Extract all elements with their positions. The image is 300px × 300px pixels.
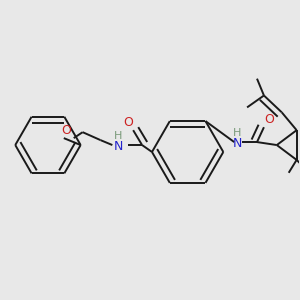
Text: N: N (114, 140, 123, 152)
Text: O: O (61, 124, 71, 137)
Text: H: H (114, 131, 122, 141)
Text: H: H (233, 128, 242, 138)
Text: O: O (123, 116, 133, 129)
Text: N: N (232, 136, 242, 150)
Text: O: O (264, 113, 274, 126)
